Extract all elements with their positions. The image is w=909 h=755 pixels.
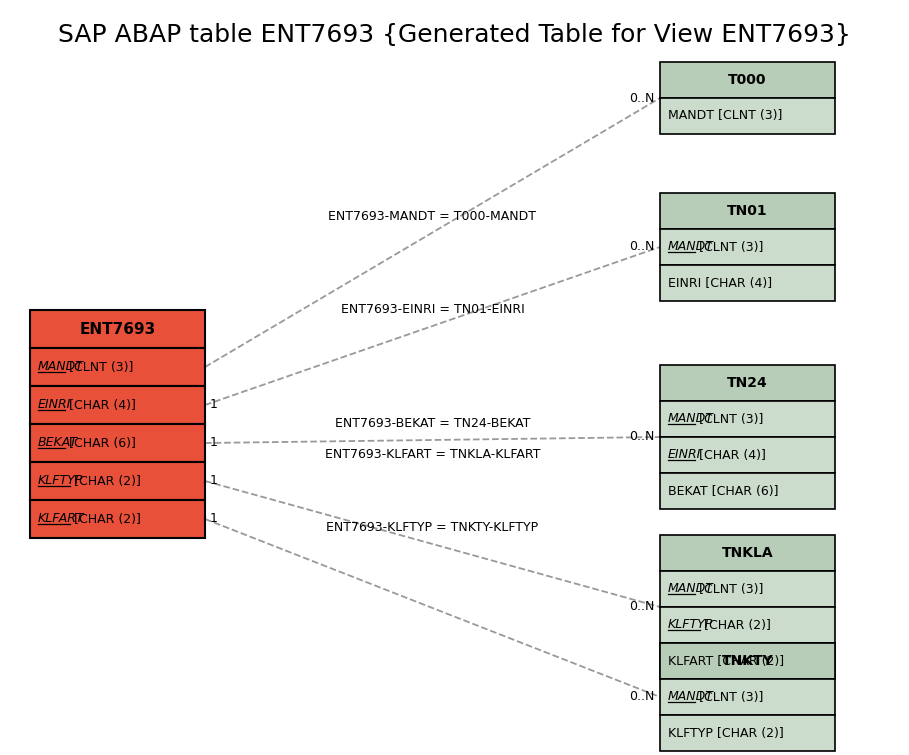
- Text: 1: 1: [210, 399, 218, 411]
- Text: [CLNT (3)]: [CLNT (3)]: [695, 691, 764, 704]
- Text: ENT7693-KLFART = TNKLA-KLFART: ENT7693-KLFART = TNKLA-KLFART: [325, 448, 540, 461]
- Text: KLFTYP [CHAR (2)]: KLFTYP [CHAR (2)]: [668, 726, 784, 739]
- Bar: [660, 229, 835, 265]
- Text: BEKAT [CHAR (6)]: BEKAT [CHAR (6)]: [668, 485, 778, 498]
- Bar: [660, 643, 835, 679]
- Text: BEKAT: BEKAT: [38, 436, 78, 449]
- Text: [CHAR (2)]: [CHAR (2)]: [70, 474, 141, 488]
- Bar: [660, 265, 835, 301]
- Text: 1: 1: [210, 436, 218, 449]
- Text: TNKTY: TNKTY: [722, 654, 774, 668]
- Text: MANDT: MANDT: [668, 412, 714, 426]
- Bar: [660, 679, 835, 715]
- Text: KLFTYP: KLFTYP: [38, 474, 84, 488]
- Text: SAP ABAP table ENT7693 {Generated Table for View ENT7693}: SAP ABAP table ENT7693 {Generated Table …: [58, 23, 851, 47]
- Bar: [30, 310, 205, 348]
- Text: MANDT: MANDT: [668, 241, 714, 254]
- Bar: [660, 571, 835, 607]
- Text: ENT7693-KLFTYP = TNKTY-KLFTYP: ENT7693-KLFTYP = TNKTY-KLFTYP: [326, 521, 538, 534]
- Text: KLFART [CHAR (2)]: KLFART [CHAR (2)]: [668, 655, 784, 667]
- Bar: [660, 643, 835, 679]
- Text: 0..N: 0..N: [629, 691, 654, 704]
- Text: TN01: TN01: [727, 204, 768, 218]
- Text: [CHAR (4)]: [CHAR (4)]: [695, 448, 766, 461]
- Bar: [30, 386, 205, 424]
- Text: MANDT: MANDT: [38, 360, 84, 374]
- Bar: [660, 401, 835, 437]
- Bar: [30, 462, 205, 500]
- Bar: [660, 607, 835, 643]
- Text: ENT7693-BEKAT = TN24-BEKAT: ENT7693-BEKAT = TN24-BEKAT: [335, 417, 530, 430]
- Text: EINRI [CHAR (4)]: EINRI [CHAR (4)]: [668, 276, 772, 289]
- Text: 1: 1: [210, 513, 218, 525]
- Bar: [660, 193, 835, 229]
- Text: [CLNT (3)]: [CLNT (3)]: [65, 360, 134, 374]
- Text: MANDT: MANDT: [668, 583, 714, 596]
- Text: KLFART: KLFART: [38, 513, 85, 525]
- Text: 0..N: 0..N: [629, 600, 654, 614]
- Text: [CHAR (2)]: [CHAR (2)]: [70, 513, 141, 525]
- Text: TNKLA: TNKLA: [722, 546, 774, 560]
- Text: EINRI: EINRI: [668, 448, 702, 461]
- Text: [CLNT (3)]: [CLNT (3)]: [695, 241, 764, 254]
- Text: [CLNT (3)]: [CLNT (3)]: [695, 583, 764, 596]
- Text: 0..N: 0..N: [629, 430, 654, 443]
- Text: EINRI: EINRI: [38, 399, 72, 411]
- Text: MANDT [CLNT (3)]: MANDT [CLNT (3)]: [668, 109, 783, 122]
- Text: TN24: TN24: [727, 376, 768, 390]
- Text: [CHAR (4)]: [CHAR (4)]: [65, 399, 135, 411]
- Bar: [660, 62, 835, 98]
- Bar: [30, 500, 205, 538]
- Text: T000: T000: [728, 73, 767, 87]
- Bar: [660, 98, 835, 134]
- Text: [CLNT (3)]: [CLNT (3)]: [695, 412, 764, 426]
- Text: ENT7693-MANDT = T000-MANDT: ENT7693-MANDT = T000-MANDT: [328, 209, 536, 223]
- Text: 1: 1: [210, 474, 218, 488]
- Bar: [660, 437, 835, 473]
- Text: KLFTYP: KLFTYP: [668, 618, 714, 631]
- Text: 0..N: 0..N: [629, 91, 654, 104]
- Bar: [660, 473, 835, 509]
- Text: [CHAR (2)]: [CHAR (2)]: [701, 618, 771, 631]
- Bar: [660, 715, 835, 751]
- Bar: [660, 365, 835, 401]
- Text: 0..N: 0..N: [629, 241, 654, 254]
- Text: [CHAR (6)]: [CHAR (6)]: [65, 436, 135, 449]
- Text: ENT7693: ENT7693: [79, 322, 155, 337]
- Bar: [30, 348, 205, 386]
- Text: MANDT: MANDT: [668, 691, 714, 704]
- Bar: [660, 535, 835, 571]
- Bar: [30, 424, 205, 462]
- Text: ENT7693-EINRI = TN01-EINRI: ENT7693-EINRI = TN01-EINRI: [341, 303, 524, 316]
